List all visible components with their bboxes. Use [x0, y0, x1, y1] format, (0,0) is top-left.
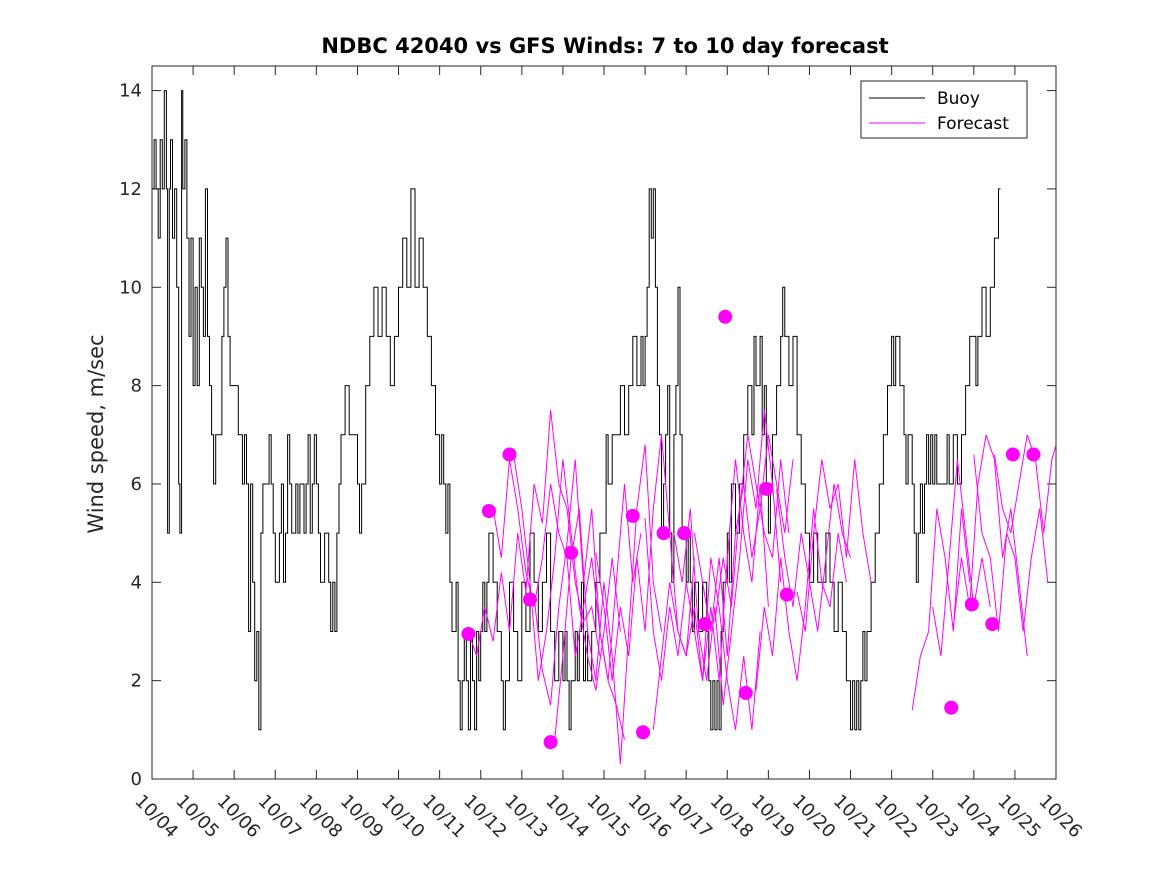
forecast-marker [985, 617, 1000, 632]
y-tick-label: 4 [131, 572, 142, 593]
legend-box [860, 80, 1028, 139]
forecast-marker [656, 526, 671, 541]
forecast-series-line [533, 459, 642, 706]
y-tick-label: 0 [131, 769, 142, 790]
y-tick-label: 14 [119, 81, 142, 102]
chart-title: NDBC 42040 vs GFS Winds: 7 to 10 day for… [321, 34, 888, 58]
buoy-series-line [152, 90, 1001, 731]
y-tick-label: 12 [119, 179, 142, 200]
forecast-marker [944, 700, 959, 715]
forecast-marker [502, 447, 517, 462]
forecast-marker [759, 481, 774, 496]
forecast-marker [461, 626, 476, 641]
forecast-series-line [796, 459, 872, 632]
forecast-series-line [652, 459, 769, 730]
forecast-series-line [952, 434, 1028, 657]
forecast-series-line [755, 508, 847, 691]
forecast-marker [481, 504, 496, 519]
forecast-series-line [932, 459, 991, 657]
forecast-marker [738, 685, 753, 700]
forecast-marker [543, 735, 558, 750]
y-tick-label: 8 [131, 376, 142, 397]
forecast-marker [625, 508, 640, 523]
y-axis-label: Wind speed, m/sec [84, 334, 108, 533]
forecast-marker [1005, 447, 1020, 462]
forecast-series-line [693, 434, 794, 657]
y-tick-label: 6 [131, 474, 142, 495]
forecast-series-line [673, 410, 782, 706]
forecast-marker [779, 587, 794, 602]
legend: Buoy Forecast [860, 80, 1028, 139]
forecast-marker [677, 526, 692, 541]
legend-label: Buoy [937, 89, 980, 109]
axes-box [151, 65, 1057, 780]
legend-label: Forecast [937, 114, 1009, 134]
forecast-series-line [776, 483, 851, 632]
plot-area: 0246810121410/0410/0510/0610/0710/0810/0… [119, 65, 1086, 842]
forecast-series-line [911, 508, 971, 711]
forecast-series-line [714, 434, 790, 622]
forecast-series-line [973, 454, 1049, 632]
forecast-marker [636, 725, 651, 740]
forecast-marker [1026, 447, 1041, 462]
y-tick-label: 10 [119, 277, 142, 298]
forecast-marker [564, 545, 579, 560]
forecast-marker [697, 617, 712, 632]
forecast-series-line [993, 434, 1057, 534]
forecast-marker [718, 309, 733, 324]
forecast-marker [523, 592, 538, 607]
y-tick-label: 2 [131, 671, 142, 692]
forecast-marker [964, 597, 979, 612]
